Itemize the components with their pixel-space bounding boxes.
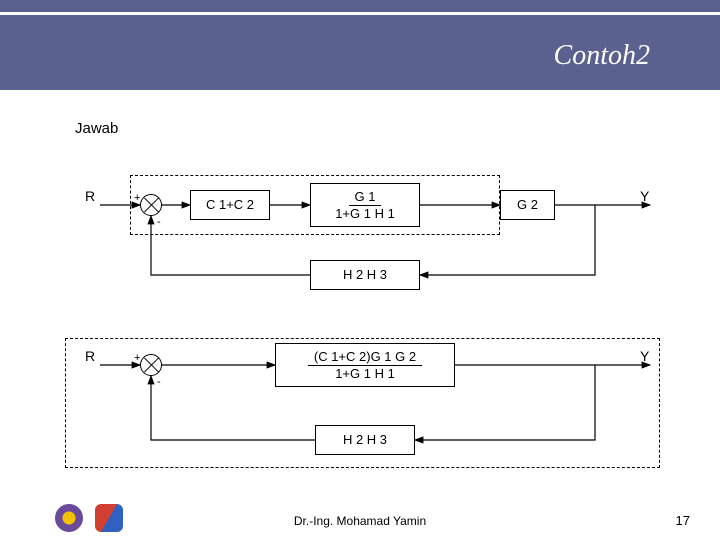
logo-2-icon [95, 504, 123, 532]
d1-block-g2: G 2 [500, 190, 555, 220]
footer-author: Dr.-Ing. Mohamad Yamin [294, 514, 426, 528]
d1-feedback-block: H 2 H 3 [310, 260, 420, 290]
d2-output-label: Y [640, 348, 649, 364]
d1-block-g1-num: G 1 [349, 189, 382, 206]
page-number: 17 [676, 513, 690, 528]
d1-feedback-text: H 2 H 3 [343, 267, 387, 283]
d2-forward-den: 1+G 1 H 1 [329, 366, 401, 382]
d2-forward-block: (C 1+C 2)G 1 G 2 1+G 1 H 1 [275, 343, 455, 387]
d2-forward-num: (C 1+C 2)G 1 G 2 [308, 349, 422, 366]
slide-title: Contoh2 [554, 40, 650, 72]
d1-block-c1c2: C 1+C 2 [190, 190, 270, 220]
d1-minus-sign: - [157, 216, 161, 228]
d1-plus-sign: + [134, 192, 140, 204]
d2-summing-junction [140, 354, 162, 376]
slide-header: Contoh2 [0, 0, 720, 90]
d2-feedback-block: H 2 H 3 [315, 425, 415, 455]
d2-minus-sign: - [157, 376, 161, 388]
d1-block-g1: G 1 1+G 1 H 1 [310, 183, 420, 227]
d2-input-label: R [85, 348, 95, 364]
answer-label: Jawab [75, 120, 118, 137]
d2-feedback-text: H 2 H 3 [343, 432, 387, 448]
d2-plus-sign: + [134, 352, 140, 364]
d1-block-c1c2-text: C 1+C 2 [206, 197, 254, 213]
d1-output-label: Y [640, 188, 649, 204]
d1-summing-junction [140, 194, 162, 216]
d1-input-label: R [85, 188, 95, 204]
d1-block-g2-text: G 2 [517, 197, 538, 213]
logo-1-icon [55, 504, 83, 532]
d1-block-g1-den: 1+G 1 H 1 [329, 206, 401, 222]
